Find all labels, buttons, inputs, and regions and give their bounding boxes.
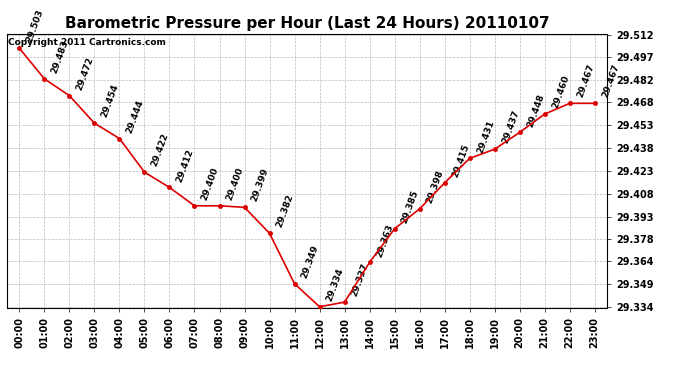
- Text: 29.334: 29.334: [325, 267, 346, 303]
- Text: 29.385: 29.385: [400, 189, 420, 225]
- Text: 29.444: 29.444: [125, 98, 146, 134]
- Text: 29.415: 29.415: [450, 143, 471, 179]
- Text: 29.412: 29.412: [175, 147, 195, 183]
- Text: 29.400: 29.400: [200, 166, 220, 202]
- Text: 29.431: 29.431: [475, 118, 495, 154]
- Text: 29.400: 29.400: [225, 166, 246, 202]
- Text: 29.472: 29.472: [75, 56, 95, 92]
- Text: 29.398: 29.398: [425, 169, 446, 205]
- Text: 29.503: 29.503: [25, 9, 46, 44]
- Text: 29.448: 29.448: [525, 92, 546, 128]
- Text: 29.467: 29.467: [600, 63, 621, 99]
- Text: 29.437: 29.437: [500, 109, 521, 145]
- Text: 29.363: 29.363: [375, 222, 395, 258]
- Text: 29.382: 29.382: [275, 194, 295, 229]
- Text: 29.467: 29.467: [575, 63, 595, 99]
- Text: 29.422: 29.422: [150, 132, 170, 168]
- Text: 29.454: 29.454: [100, 83, 121, 119]
- Text: 29.349: 29.349: [300, 244, 321, 280]
- Text: Copyright 2011 Cartronics.com: Copyright 2011 Cartronics.com: [8, 38, 166, 47]
- Text: 29.483: 29.483: [50, 39, 70, 75]
- Text: 29.460: 29.460: [550, 74, 571, 110]
- Title: Barometric Pressure per Hour (Last 24 Hours) 20110107: Barometric Pressure per Hour (Last 24 Ho…: [65, 16, 549, 31]
- Text: 29.337: 29.337: [350, 262, 371, 298]
- Text: 29.399: 29.399: [250, 167, 270, 203]
